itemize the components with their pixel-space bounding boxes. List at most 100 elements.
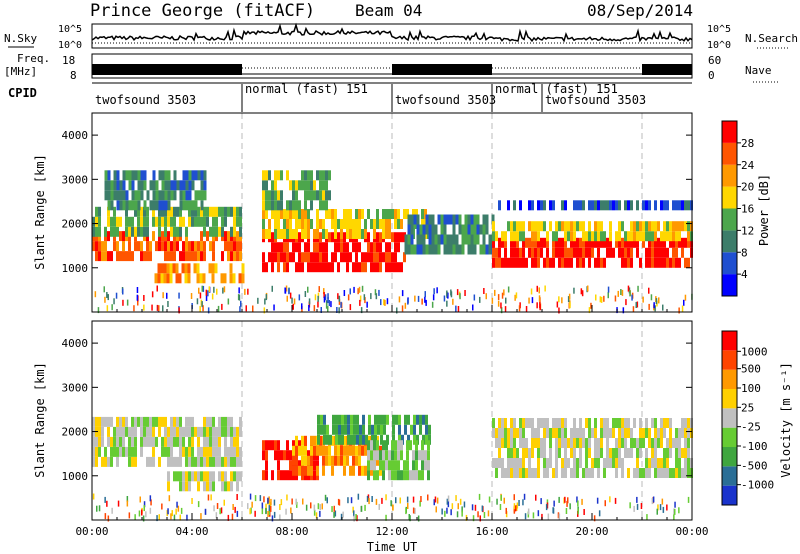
cb-vel-swatch-8 — [722, 331, 737, 351]
power-frame — [91, 112, 693, 313]
velocity-heatmap — [92, 321, 693, 522]
echo-band-1 — [92, 206, 242, 237]
cb-power-swatch-1 — [722, 252, 737, 275]
freq-block-2 — [642, 64, 692, 75]
velocity-colorbar: 1000 500 100 25 -25 -100 -500 -1000 — [721, 330, 774, 506]
time-xlabel: Time UT — [367, 540, 418, 554]
cpid-segment-1: normal (fast) 151 — [245, 82, 368, 96]
velocity-frame — [91, 320, 693, 521]
cb-power-swatch-4 — [722, 186, 737, 209]
cpid-label: CPID — [8, 86, 37, 100]
ytick-label-1-1: 2000 — [62, 426, 89, 439]
freq-series — [92, 64, 692, 75]
nsky-frame — [91, 23, 693, 49]
cb-vel-swatch-0 — [722, 485, 737, 505]
power-heatmap — [92, 113, 693, 314]
echo-band-10 — [498, 200, 693, 211]
nsky-panel: N.Sky 10^5 10^0 10^5 10^0 N.Search — [4, 22, 798, 51]
date-label: 08/Sep/2014 — [587, 1, 693, 20]
echo-band-7 — [404, 214, 495, 255]
ground-scatter-1 — [92, 493, 690, 522]
cb-power-tick-label-5: 24 — [741, 159, 755, 172]
power-colorbar: 4 8 12 16 20 24 28 — [721, 120, 755, 297]
beam-label: Beam 04 — [355, 1, 422, 20]
cb-vel-tick-label-3: 25 — [741, 401, 754, 414]
freq-label-line1: Freq. — [17, 52, 50, 65]
xtick-label-4: 16:00 — [475, 525, 508, 538]
echo-band-9 — [492, 221, 693, 242]
ytick-label-0-1: 2000 — [62, 218, 89, 231]
cb-power-tick-label-4: 20 — [741, 181, 754, 194]
velocity-ylabel: Slant Range [km] — [33, 362, 47, 478]
power-colorbar-label: Power [dB] — [757, 174, 771, 246]
nsky-label: N.Sky — [4, 32, 37, 45]
nsky-tick-top: 10^5 — [58, 24, 82, 35]
echo-band-6 — [262, 170, 331, 211]
freq-tick-top: 18 — [62, 54, 75, 67]
cb-power-swatch-3 — [722, 208, 737, 231]
cb-power-tick-label-1: 8 — [741, 246, 748, 259]
echo-band-3 — [154, 263, 245, 284]
echo-band-0 — [92, 416, 242, 467]
cb-vel-tick-label-2: 100 — [741, 382, 761, 395]
ground-scatter-0 — [94, 285, 693, 314]
cb-power-swatch-7 — [722, 121, 737, 143]
echo-band-5 — [367, 440, 430, 481]
cb-vel-swatch-3 — [722, 427, 737, 447]
velocity-colorbar-label: Velocity [m s⁻¹] — [779, 362, 793, 478]
cb-power-tick-label-2: 12 — [741, 224, 754, 237]
freq-block-1 — [392, 64, 492, 75]
cb-vel-swatch-2 — [722, 447, 737, 467]
cpid-segment-3: normal (fast) 151 — [495, 82, 618, 96]
cb-vel-tick-label-5: -100 — [741, 440, 768, 453]
echo-band-4 — [317, 414, 431, 445]
freq-tick-bottom: 8 — [70, 69, 77, 82]
cb-power-tick-label-3: 16 — [741, 203, 754, 216]
cb-vel-swatch-5 — [722, 389, 737, 409]
xtick-label-5: 20:00 — [575, 525, 608, 538]
cb-vel-tick-label-0: 1000 — [741, 345, 768, 358]
nsky-series — [91, 22, 693, 43]
freq-label-line2: [MHz] — [4, 65, 37, 78]
ytick-label-1-2: 3000 — [62, 381, 89, 394]
xtick-label-6: 00:00 — [675, 525, 708, 538]
ytick-label-0-2: 3000 — [62, 173, 89, 186]
velocity-panel: 1000 2000 3000 4000 00:00 04:00 08:00 12:00 16:0… — [33, 320, 709, 554]
nsearch-tick-top: 10^5 — [707, 24, 731, 35]
ytick-label-1-0: 1000 — [62, 470, 89, 483]
cb-vel-tick-label-4: -25 — [741, 421, 761, 434]
echo-band-2 — [104, 170, 207, 211]
nsearch-tick-bottom: 10^0 — [707, 40, 731, 51]
freq-panel: Freq. [MHz] 18 8 60 0 Nave — [4, 52, 778, 83]
cb-power-tick-label-6: 28 — [741, 137, 754, 150]
power-ylabel: Slant Range [km] — [33, 154, 47, 270]
ytick-label-0-0: 1000 — [62, 262, 89, 275]
xtick-label-3: 12:00 — [375, 525, 408, 538]
nave-label: Nave — [745, 64, 772, 77]
cb-power-swatch-2 — [722, 230, 737, 253]
nsearch-label: N.Search — [745, 32, 798, 45]
cb-vel-swatch-1 — [722, 466, 737, 486]
echo-band-1 — [167, 471, 242, 492]
xtick-label-0: 00:00 — [75, 525, 108, 538]
cb-vel-tick-label-1: 500 — [741, 363, 761, 376]
cb-power-swatch-6 — [722, 142, 737, 165]
cpid-segment-4: twofsound 3503 — [545, 93, 646, 107]
cb-vel-swatch-4 — [722, 408, 737, 428]
cpid-segment-2: twofsound 3503 — [395, 93, 496, 107]
echo-band-8 — [492, 237, 693, 268]
nave-tick-bottom: 0 — [708, 69, 715, 82]
xtick-label-2: 08:00 — [275, 525, 308, 538]
cpid-segment-0: twofsound 3503 — [95, 93, 196, 107]
cb-power-swatch-5 — [722, 164, 737, 187]
cb-vel-swatch-6 — [722, 369, 737, 389]
nsky-tick-bottom: 10^0 — [58, 40, 82, 51]
cb-power-tick-label-0: 4 — [741, 268, 748, 281]
cb-vel-swatch-7 — [722, 350, 737, 370]
cb-vel-tick-label-6: -500 — [741, 459, 768, 472]
cb-power-swatch-0 — [722, 274, 737, 296]
power-panel: 1000 2000 3000 4000 Slant Range [km] — [33, 112, 693, 314]
cb-vel-tick-label-7: -1000 — [741, 479, 774, 492]
